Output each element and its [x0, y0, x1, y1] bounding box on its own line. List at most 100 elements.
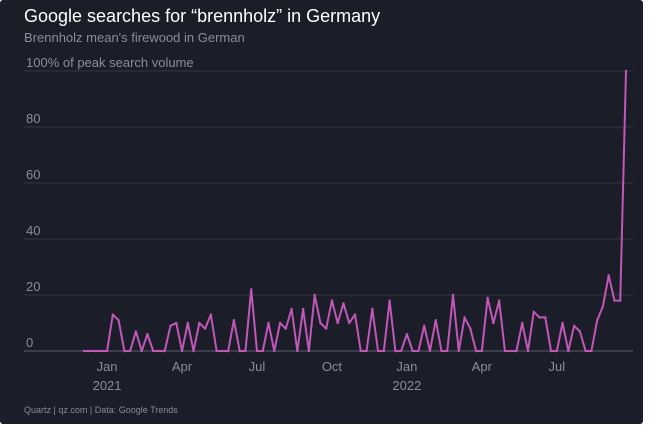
- data-point: [394, 349, 397, 353]
- data-point: [578, 330, 582, 333]
- data-point: [180, 349, 184, 353]
- data-point: [595, 319, 599, 322]
- x-tick-label: Jul: [548, 359, 565, 374]
- y-tick-label-0: 0: [26, 335, 33, 350]
- data-point: [619, 299, 622, 302]
- data-point: [544, 316, 547, 319]
- data-point: [267, 321, 270, 325]
- data-point: [526, 349, 530, 353]
- data-point: [382, 349, 386, 353]
- data-point: [94, 349, 97, 353]
- x-tick-label: Jan: [396, 359, 417, 374]
- data-point: [301, 307, 305, 311]
- data-point: [100, 349, 103, 353]
- data-point: [549, 349, 553, 353]
- data-point: [284, 327, 288, 330]
- data-point: [440, 349, 443, 353]
- data-point: [457, 349, 460, 353]
- data-point: [590, 349, 593, 353]
- x-tick-label: Apr: [172, 359, 193, 374]
- line-chart: 0 20 40 60 80 100% of peak search volume Jan 2…: [24, 55, 633, 393]
- x-tick-label: Oct: [322, 359, 343, 374]
- data-point: [474, 349, 478, 353]
- data-point: [209, 313, 213, 316]
- data-point: [273, 349, 276, 353]
- data-point: [175, 321, 178, 325]
- data-point: [324, 327, 328, 330]
- x-axis-ticks: Jan 2021 Apr Jul Oct Jan 2022 Apr Jul: [93, 359, 566, 393]
- data-point: [480, 349, 484, 353]
- data-point: [446, 349, 449, 353]
- data-point: [307, 349, 311, 353]
- data-point: [503, 349, 507, 353]
- data-point: [250, 288, 253, 291]
- series-layer: [82, 69, 628, 353]
- data-point: [238, 349, 241, 353]
- data-point: [169, 324, 172, 327]
- data-point: [399, 349, 403, 353]
- data-point: [192, 349, 195, 353]
- data-point: [296, 349, 299, 353]
- x-tick-label: Jan: [97, 359, 118, 374]
- data-point: [613, 299, 616, 302]
- data-point: [463, 316, 466, 319]
- data-point: [428, 349, 432, 353]
- data-point: [509, 349, 512, 353]
- data-point: [538, 316, 541, 319]
- data-point: [157, 349, 161, 353]
- data-point: [163, 349, 166, 353]
- data-point: [492, 321, 495, 325]
- x-tick-label: Jul: [249, 359, 266, 374]
- x-tick-year-label: 2022: [392, 378, 421, 393]
- gridlines: [24, 70, 633, 352]
- data-point: [82, 349, 86, 353]
- data-point: [105, 349, 109, 353]
- data-point: [336, 321, 339, 325]
- data-point: [422, 324, 426, 327]
- y-tick-label-60: 60: [26, 167, 40, 182]
- data-point: [561, 321, 564, 325]
- data-point: [348, 321, 351, 325]
- source-note: Quartz | qz.com | Data: Google Trends: [24, 405, 178, 415]
- x-tick-year-label: 2021: [93, 378, 122, 393]
- data-point: [486, 296, 489, 299]
- data-point: [123, 349, 126, 353]
- data-point: [515, 349, 518, 353]
- data-point: [555, 349, 559, 353]
- data-point: [232, 319, 236, 322]
- data-point: [469, 327, 472, 330]
- data-point: [532, 310, 535, 313]
- data-point: [376, 349, 380, 353]
- data-point: [353, 313, 357, 316]
- data-point: [88, 349, 91, 353]
- y-axis-ticks: 0 20 40 60 80 100% of peak search volume: [26, 55, 194, 350]
- data-point: [151, 349, 155, 353]
- data-point: [244, 349, 247, 353]
- data-point: [405, 333, 409, 336]
- data-point: [186, 321, 189, 325]
- data-point: [134, 330, 138, 333]
- data-point: [117, 319, 120, 322]
- data-point: [388, 299, 391, 302]
- data-point: [319, 321, 322, 325]
- data-point: [140, 349, 143, 353]
- data-point: [411, 349, 414, 353]
- data-point: [417, 349, 420, 353]
- y-tick-label-40: 40: [26, 223, 40, 238]
- data-point: [261, 349, 264, 353]
- chart-subtitle: Brennholz mean's firewood in German: [24, 30, 245, 45]
- data-point: [497, 299, 501, 302]
- data-point: [226, 349, 230, 353]
- data-point: [215, 349, 218, 353]
- data-point: [203, 327, 207, 330]
- data-point: [278, 321, 282, 325]
- y-tick-label-80: 80: [26, 111, 40, 126]
- data-point: [342, 302, 345, 305]
- y-tick-label-20: 20: [26, 279, 40, 294]
- data-point: [128, 349, 132, 353]
- data-point: [146, 333, 149, 336]
- data-point: [359, 349, 362, 353]
- data-point: [365, 349, 368, 353]
- data-point: [330, 299, 334, 302]
- data-point: [255, 349, 259, 353]
